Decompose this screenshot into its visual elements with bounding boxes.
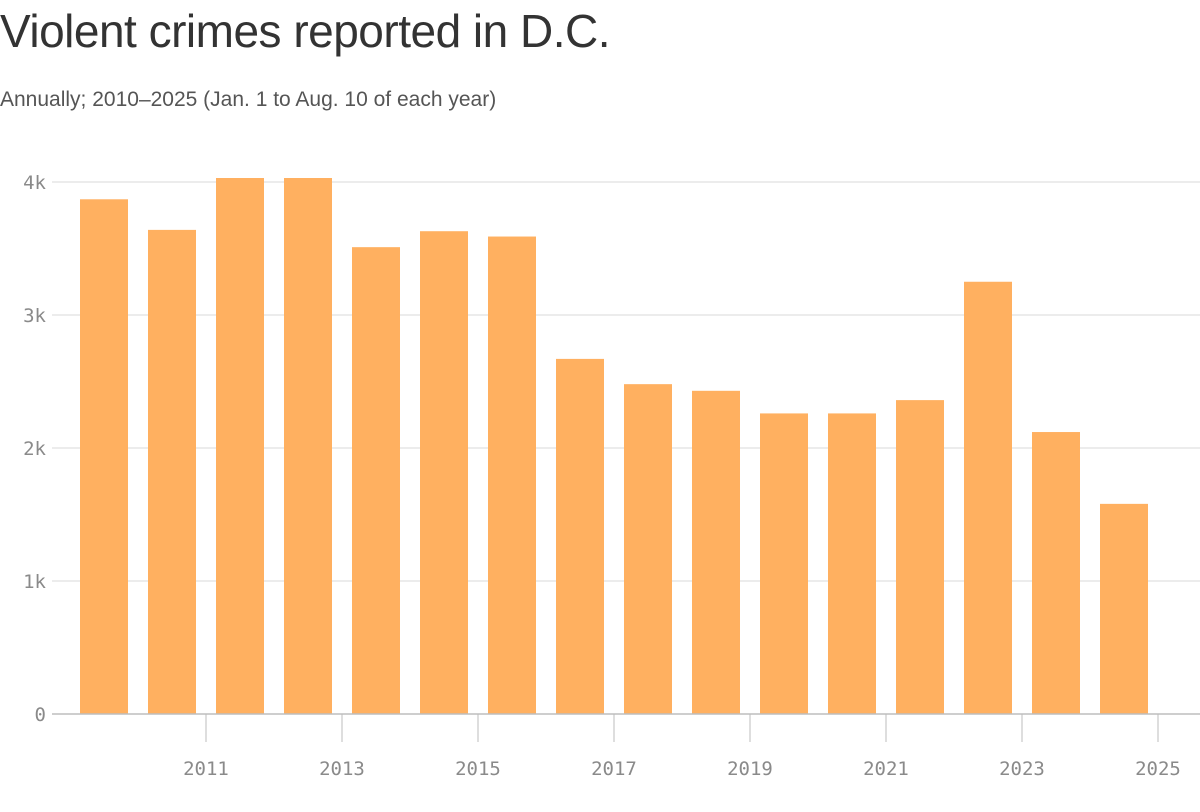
x-tick-label: 2019 bbox=[727, 758, 773, 780]
bar-2014 bbox=[352, 247, 400, 715]
x-tick-label: 2023 bbox=[999, 758, 1045, 780]
x-tick-labels: 2011 2013 2015 2017 2019 2021 2023 2025 bbox=[183, 758, 1181, 780]
bar-2021 bbox=[828, 413, 876, 714]
bar-2023 bbox=[964, 281, 1012, 714]
bar-2015 bbox=[420, 231, 468, 714]
bar-2025 bbox=[1100, 503, 1148, 714]
y-tick-label: 0 bbox=[35, 704, 46, 726]
chart-subtitle: Annually; 2010–2025 (Jan. 1 to Aug. 10 o… bbox=[0, 88, 497, 111]
bars bbox=[80, 178, 1148, 715]
bar-2012 bbox=[216, 178, 264, 714]
bar-2018 bbox=[624, 384, 672, 714]
y-tick-label: 1k bbox=[23, 571, 46, 593]
bar-2024 bbox=[1032, 432, 1080, 714]
x-tick-label: 2017 bbox=[591, 758, 637, 780]
chart-title: Violent crimes reported in D.C. bbox=[0, 5, 611, 57]
x-tick-label: 2011 bbox=[183, 758, 229, 780]
bar-2010 bbox=[80, 199, 128, 715]
x-tick-label: 2013 bbox=[319, 758, 365, 780]
y-tick-label: 4k bbox=[23, 172, 46, 194]
bar-2016 bbox=[488, 236, 536, 714]
x-tick-label: 2021 bbox=[863, 758, 909, 780]
x-tick-label: 2015 bbox=[455, 758, 501, 780]
bar-2017 bbox=[556, 358, 604, 714]
y-tick-labels: 0 1k 2k 3k 4k bbox=[23, 172, 46, 726]
bar-2020 bbox=[760, 413, 808, 714]
bar-2019 bbox=[692, 390, 740, 714]
bar-2022 bbox=[896, 400, 944, 714]
x-tick-label: 2025 bbox=[1135, 758, 1181, 780]
bar-2011 bbox=[148, 229, 196, 714]
x-axis bbox=[52, 713, 1200, 742]
y-tick-label: 2k bbox=[23, 438, 46, 460]
y-tick-label: 3k bbox=[23, 305, 46, 327]
bar-2013 bbox=[284, 178, 332, 714]
